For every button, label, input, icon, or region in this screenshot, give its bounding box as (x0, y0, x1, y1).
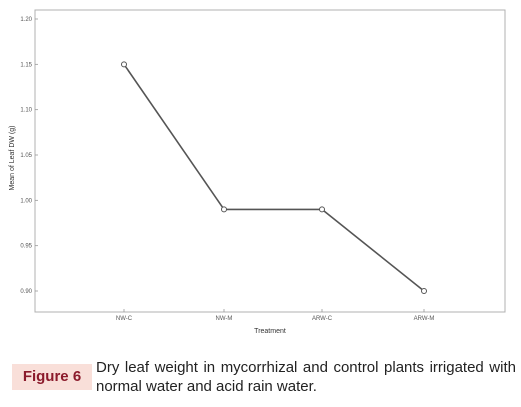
y-tick-label: 0.90 (20, 289, 32, 295)
data-point (421, 288, 427, 294)
series-line-segment (321, 208, 425, 292)
x-tick-label: NW-M (216, 316, 233, 322)
data-point (121, 61, 127, 68)
series-line-segment (123, 63, 225, 210)
data-point (221, 206, 227, 213)
y-tick-label: 1.10 (20, 108, 32, 114)
chart-figure: 0.90 0.95 1.00 1.05 1.10 1.15 1.20 NW-C NW-M ARW… (9, 9, 506, 335)
y-axis-ticks: 0.90 0.95 1.00 1.05 1.10 1.15 1.20 (20, 17, 38, 295)
x-tick-label: NW-C (116, 316, 133, 322)
x-axis-ticks: NW-C NW-M ARW-C ARW-M (116, 309, 435, 322)
figure-label: Figure 6 (12, 364, 92, 390)
plot-frame (34, 9, 506, 313)
y-tick-label: 1.05 (20, 153, 32, 159)
y-tick-label: 0.95 (20, 244, 32, 250)
line-chart: 0.90 0.95 1.00 1.05 1.10 1.15 1.20 NW-C NW-M ARW… (9, 9, 506, 335)
x-tick-label: ARW-M (414, 316, 435, 322)
y-axis-title: Mean of Leaf DW (g) (9, 126, 16, 191)
data-point (319, 206, 325, 213)
y-tick-label: 1.20 (20, 17, 32, 23)
series-group (121, 61, 427, 294)
y-tick-label: 1.00 (20, 198, 32, 204)
x-tick-label: ARW-C (312, 316, 333, 322)
y-tick-label: 1.15 (20, 62, 32, 68)
caption-text: Dry leaf weight in mycorrhizal and contr… (96, 359, 516, 395)
figure-caption: Figure 6 Dry leaf weight in mycorrhizal … (8, 356, 516, 402)
x-axis-title: Treatment (254, 328, 286, 335)
